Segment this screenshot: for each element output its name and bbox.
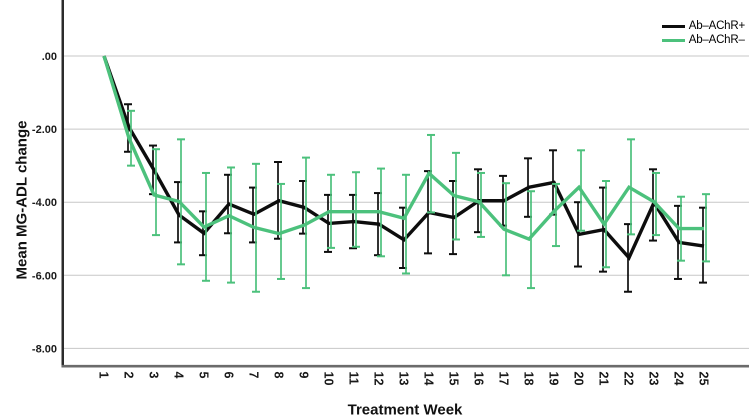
y-tick-label: -8.00 [32, 343, 57, 355]
line-achr-negative [102, 55, 704, 242]
x-tick-label: 3 [147, 372, 161, 379]
x-tick-label: 22 [622, 372, 636, 386]
x-tick-label: 12 [372, 372, 386, 386]
x-tick-label: 20 [572, 372, 586, 386]
x-tick-label: 14 [422, 372, 436, 386]
x-tick-label: 16 [472, 372, 486, 386]
y-tick-label: .00 [42, 51, 57, 63]
legend-line-swatch-black [661, 25, 685, 28]
x-tick-label: 13 [397, 372, 411, 386]
legend-label: Ab–AChR– [688, 34, 745, 46]
x-tick-label: 7 [247, 372, 261, 379]
x-tick-label: 24 [672, 372, 686, 386]
x-tick-label: 1 [97, 372, 111, 379]
x-tick-label: 6 [222, 372, 236, 379]
x-tick-label: 10 [322, 372, 336, 386]
x-tick-label: 17 [497, 372, 511, 386]
legend-line-swatch-green [661, 39, 685, 42]
y-tick-label: -4.00 [32, 197, 57, 209]
x-tick-label: 19 [547, 372, 561, 386]
x-tick-label: 8 [272, 372, 286, 379]
x-tick-label: 2 [122, 372, 136, 379]
x-tick-label: 15 [447, 372, 461, 386]
x-tick-label: 18 [522, 372, 536, 386]
line-achr-positive [102, 55, 705, 261]
legend: Ab–AChR+ Ab–AChR– [661, 20, 745, 46]
x-tick-label: 9 [297, 372, 311, 379]
x-axis-title: Treatment Week [347, 401, 463, 419]
y-tick-label: -6.00 [32, 270, 57, 282]
y-tick-label: -2.00 [32, 124, 57, 136]
x-tick-label: 11 [347, 372, 361, 385]
x-tick-label: 4 [172, 372, 186, 379]
legend-label: Ab–AChR+ [688, 20, 745, 32]
x-tick-label: 5 [197, 372, 211, 379]
y-axis-title: Mean MG-ADL change [13, 120, 31, 280]
x-tick-label: 23 [647, 372, 661, 386]
legend-entry-achr-positive: Ab–AChR+ [661, 20, 745, 32]
x-tick-label: 25 [697, 372, 711, 386]
legend-entry-achr-negative: Ab–AChR– [661, 34, 745, 46]
x-tick-label: 21 [597, 372, 611, 386]
